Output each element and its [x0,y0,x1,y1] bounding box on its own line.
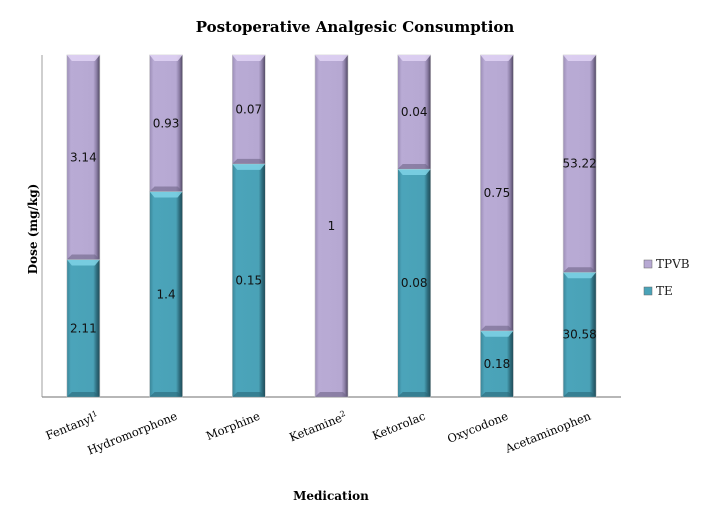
data-label-tpvb: 1 [328,219,336,233]
legend-swatch [643,259,653,269]
bar-segment-tpvb [480,54,514,332]
data-label-tpvb: 3.14 [70,150,97,164]
data-label-tpvb: 0.75 [484,186,511,200]
data-label-te: 0.08 [401,276,428,290]
bar-segment-te [149,191,183,398]
data-label-tpvb: 0.07 [235,102,262,116]
legend-label: TE [656,284,673,298]
bar-segment-tpvb [231,54,266,165]
y-axis-title: Dose (mg/kg) [26,184,40,275]
bars-group [66,54,597,398]
bar-segment-te [480,330,514,398]
bar-segment-te [66,259,101,398]
legend-item-tpvb: TPVB [643,257,690,271]
data-label-te: 2.11 [70,321,97,335]
x-tick-label: Morphine [204,409,262,443]
x-tick-label: Acetaminophen [502,409,593,457]
legend-item-te: TE [643,284,673,298]
x-tick-label: Ketamine2 [287,408,348,444]
data-label-te: 0.15 [235,273,262,287]
data-label-tpvb: 0.93 [153,116,180,130]
data-label-te: 1.4 [157,287,176,301]
chart-title: Postoperative Analgesic Consumption [196,18,515,36]
x-axis-title: Medication [293,489,369,503]
legend-label: TPVB [656,257,690,271]
legend: TPVB TE [643,257,690,298]
legend-swatch [643,286,653,296]
data-labels-group: 2.11 3.14 1.4 0.93 0.15 0.07 1 0.08 0.04 0.18 0.75… [70,102,597,370]
bar-segment-tpvb [397,54,432,170]
x-tick-label: Oxycodone [445,409,510,446]
bar-segment-te [562,271,597,398]
bar-segment-te [231,163,266,398]
bar-segment-tpvb [66,54,101,260]
data-label-te: 30.58 [562,328,596,342]
bar-segment-tpvb [562,54,597,273]
x-tick-label: Hydromorphone [85,409,179,458]
data-label-tpvb: 0.04 [401,105,428,119]
x-tick-label: Ketorolac [370,409,427,443]
x-tick-label: Fentanyl1 [43,408,100,442]
bar-segment-tpvb [314,54,349,398]
data-label-te: 0.18 [484,357,511,371]
bar-segment-te [397,168,432,398]
data-label-tpvb: 53.22 [562,157,596,171]
bar-segment-tpvb [149,54,183,192]
